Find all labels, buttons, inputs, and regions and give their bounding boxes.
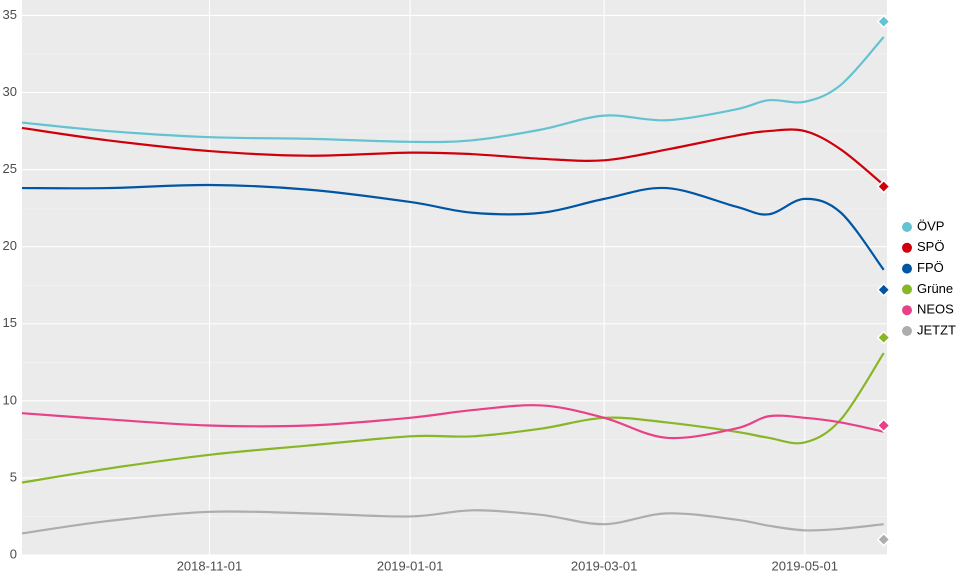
x-tick-label: 2018-11-01 bbox=[177, 558, 243, 573]
legend-swatch bbox=[902, 284, 912, 295]
result-marker bbox=[876, 532, 891, 547]
y-tick-label: 10 bbox=[3, 392, 17, 407]
y-tick-label: 0 bbox=[10, 546, 17, 561]
x-tick-label: 2019-03-01 bbox=[571, 558, 638, 573]
trend-line bbox=[21, 404, 884, 440]
legend-label: Grüne bbox=[917, 281, 953, 296]
y-tick-label: 15 bbox=[3, 315, 17, 330]
y-tick-label: 35 bbox=[3, 7, 17, 22]
y-tick-label: 5 bbox=[10, 469, 17, 484]
result-marker bbox=[876, 179, 891, 194]
x-tick-label: 2019-01-01 bbox=[377, 558, 444, 573]
x-tick-label: 2019-05-01 bbox=[772, 558, 839, 573]
legend-swatch bbox=[902, 222, 912, 232]
result-marker bbox=[876, 418, 891, 433]
y-tick-label: 25 bbox=[3, 161, 17, 176]
legend-label: ÖVP bbox=[917, 218, 944, 233]
legend: ÖVP SPÖ FPÖ Grüne NEOS JETZT bbox=[902, 218, 956, 337]
trend-line bbox=[21, 509, 884, 535]
legend-label: SPÖ bbox=[917, 239, 944, 254]
trend-line bbox=[21, 36, 885, 144]
result-marker bbox=[876, 330, 891, 345]
result-marker bbox=[876, 14, 891, 29]
legend-swatch bbox=[902, 242, 912, 253]
legend-label: NEOS bbox=[917, 302, 954, 317]
legend-swatch bbox=[902, 305, 912, 316]
result-marker bbox=[876, 282, 891, 297]
legend-label: JETZT bbox=[917, 322, 956, 337]
trend-line bbox=[21, 183, 885, 271]
legend-swatch bbox=[902, 263, 912, 274]
plot-background bbox=[22, 0, 887, 555]
trend-line bbox=[21, 352, 885, 484]
legend-label: FPÖ bbox=[917, 260, 944, 275]
y-tick-label: 30 bbox=[3, 84, 17, 99]
legend-swatch bbox=[902, 326, 912, 336]
trend-line bbox=[21, 126, 885, 186]
y-tick-label: 20 bbox=[3, 238, 17, 253]
